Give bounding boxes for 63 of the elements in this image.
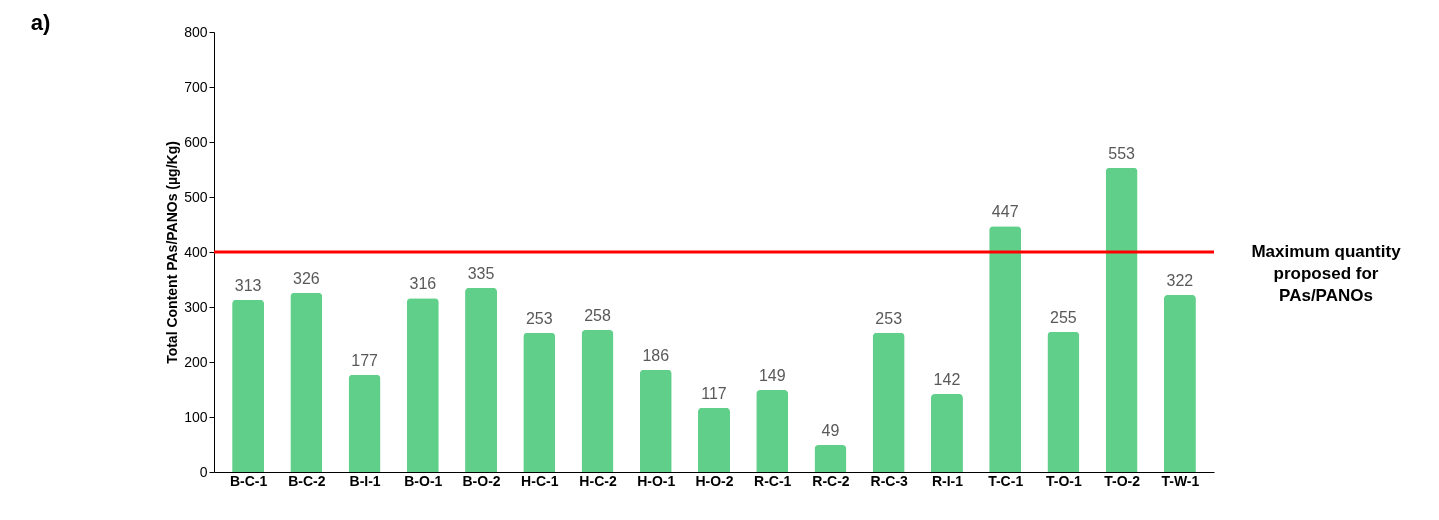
x-tick-label: B-I-1	[349, 472, 381, 489]
data-label: 142	[933, 370, 961, 388]
bar	[1163, 294, 1196, 472]
chart-title: a)	[30, 10, 51, 35]
y-tick-label: 700	[184, 78, 208, 95]
x-tick-label: T-O-1	[1046, 472, 1083, 489]
x-tick-label: H-O-2	[695, 472, 734, 489]
x-tick-label: H-C-1	[521, 472, 559, 489]
x-tick-label: R-C-3	[870, 472, 909, 489]
x-tick-label: B-C-2	[288, 472, 326, 489]
data-label: 253	[525, 309, 553, 327]
bar	[989, 226, 1022, 472]
y-tick-label: 400	[184, 243, 208, 260]
data-label: 255	[1050, 308, 1077, 326]
y-tick-label: 300	[184, 298, 208, 315]
bar	[290, 292, 323, 472]
x-tick-label: R-C-1	[754, 472, 792, 489]
bar	[406, 298, 439, 472]
bar	[232, 299, 265, 472]
bar	[523, 332, 556, 472]
data-label: 322	[1166, 271, 1194, 289]
bar	[930, 393, 963, 472]
bar	[872, 332, 905, 472]
x-tick-label: B-C-1	[229, 472, 268, 489]
data-label: 177	[351, 351, 379, 369]
x-tick-label: R-I-1	[931, 472, 964, 489]
data-label: 117	[701, 384, 727, 402]
data-label: 49	[821, 422, 840, 440]
x-tick-label: T-O-2	[1104, 472, 1141, 489]
bar	[698, 407, 730, 472]
y-tick-label: 100	[184, 408, 208, 425]
x-tick-label: T-C-1	[988, 472, 1024, 489]
data-label: 253	[875, 309, 903, 327]
data-label: 335	[467, 264, 495, 282]
bar	[581, 330, 614, 472]
x-tick-label: T-W-1	[1161, 472, 1200, 489]
data-label: 313	[234, 276, 262, 294]
bar	[756, 390, 789, 472]
bar	[814, 445, 847, 472]
x-tick-label: B-O-1	[404, 472, 443, 489]
y-tick-label: 800	[184, 23, 208, 40]
x-tick-label: B-O-2	[462, 472, 501, 489]
y-tick-label: 0	[199, 463, 208, 480]
y-tick-label: 500	[184, 188, 208, 205]
data-label: 186	[642, 346, 670, 364]
data-label: 447	[991, 203, 1019, 221]
data-label: 326	[293, 269, 320, 287]
bar	[639, 369, 672, 472]
y-tick-label: 200	[184, 353, 208, 370]
bar	[465, 287, 498, 472]
x-tick-label: H-C-2	[579, 472, 617, 489]
bar	[348, 374, 381, 472]
x-tick-label: R-C-2	[812, 472, 850, 489]
data-label: 149	[758, 367, 786, 385]
y-axis-title: Total Content PAs/PANOs (µg/Kg)	[164, 141, 181, 364]
bar	[1047, 331, 1080, 472]
data-label: 553	[1108, 144, 1136, 162]
data-label: 258	[584, 307, 611, 325]
x-tick-label: H-O-1	[637, 472, 676, 489]
data-label: 316	[409, 275, 437, 293]
bar	[1105, 167, 1138, 472]
y-tick-label: 600	[184, 133, 208, 150]
ref-line-label: Maximum quantity proposed for PAs/PANOs	[1251, 242, 1402, 305]
